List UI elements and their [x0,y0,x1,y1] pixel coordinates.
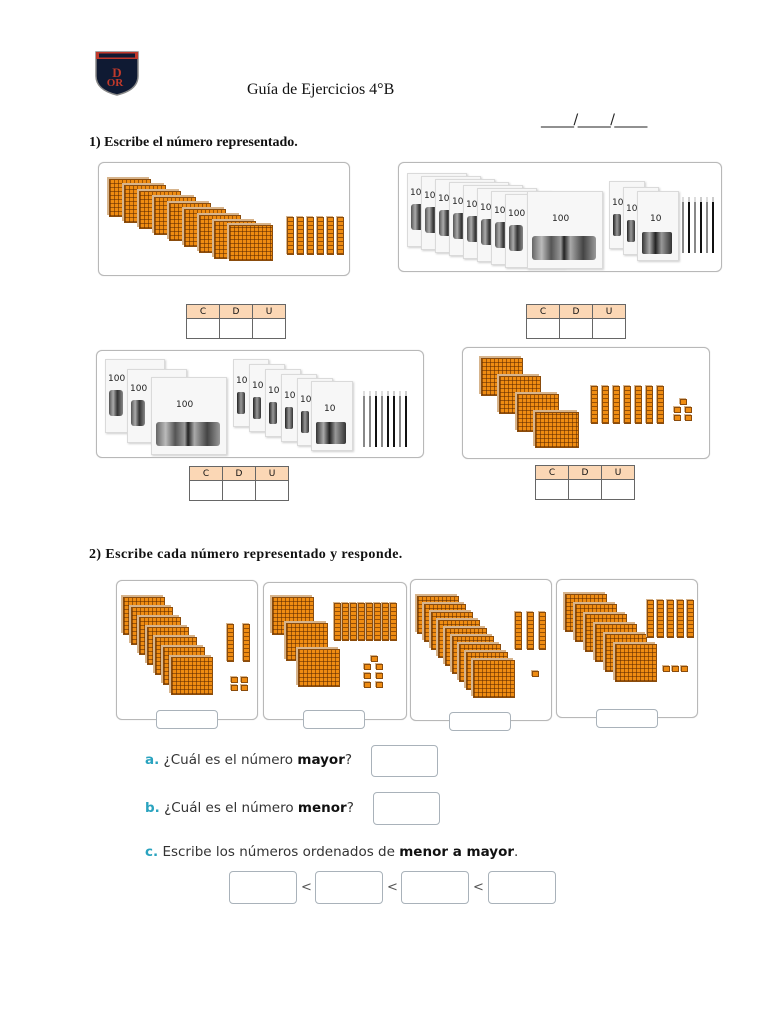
header-d: D [219,304,253,319]
question-c-text: Escribe los números ordenados de [162,844,400,860]
header-d: D [559,304,593,319]
card-1 [116,580,258,720]
question-a-end: ? [344,752,353,768]
question-b-end: ? [346,800,354,816]
date-field[interactable]: _____/_____/_____ [541,112,647,128]
header-u: U [592,304,626,319]
question-c-bold: menor a mayor [399,844,515,860]
order-box-2[interactable] [315,871,383,904]
order-box-1[interactable] [229,871,297,904]
cell-d[interactable] [559,318,593,339]
header-u: U [601,465,635,480]
cell-u[interactable] [601,479,635,500]
section-1-heading: 1) Escribe el número representado. [89,135,298,150]
cell-u[interactable] [255,480,289,501]
question-b: b. ¿Cuál es el número menor? [145,800,354,816]
header-d: D [222,466,256,481]
question-b-letter: b. [145,800,160,816]
svg-text:D: D [112,65,121,80]
question-b-text: ¿Cuál es el número [164,800,298,816]
exercise-4-image [462,347,710,459]
card-2-answer-box[interactable] [303,710,365,729]
header-c: C [526,304,560,319]
school-logo: D OR [94,50,140,96]
cell-d[interactable] [222,480,256,501]
cell-d[interactable] [568,479,602,500]
order-box-3[interactable] [401,871,469,904]
cell-d[interactable] [219,318,253,339]
less-than-symbol: < [301,880,312,895]
card-3 [410,579,552,721]
card-4 [556,579,698,718]
header-c: C [186,304,220,319]
order-box-4[interactable] [488,871,556,904]
exercise-3-image: 100 100 100 10 10 10 10 10 10 [96,350,424,458]
answer-mayor-box[interactable] [371,745,438,777]
card-1-answer-box[interactable] [156,710,218,729]
question-a-letter: a. [145,752,160,768]
question-a-bold: mayor [297,752,345,768]
question-c-end: . [514,844,519,860]
cell-c[interactable] [535,479,569,500]
exercise-2-image: 100 100 100 100 100 100 100 100 100 10 1… [398,162,722,272]
card-3-answer-box[interactable] [449,712,511,731]
less-than-symbol: < [387,880,398,895]
header-d: D [568,465,602,480]
less-than-symbol: < [473,880,484,895]
cell-c[interactable] [189,480,223,501]
header-u: U [252,304,286,319]
exercise-1-image [98,162,350,276]
question-a: a. ¿Cuál es el número mayor? [145,752,352,768]
card-2 [263,582,407,720]
question-c: c. Escribe los números ordenados de meno… [145,844,518,860]
cell-c[interactable] [186,318,220,339]
header-c: C [189,466,223,481]
question-b-bold: menor [297,800,347,816]
cell-u[interactable] [592,318,626,339]
header-u: U [255,466,289,481]
section-2-heading: 2) Escribe cada número representado y re… [89,547,403,562]
cell-u[interactable] [252,318,286,339]
card-4-answer-box[interactable] [596,709,658,728]
header-c: C [535,465,569,480]
svg-text:OR: OR [107,77,125,89]
question-a-text: ¿Cuál es el número [163,752,298,768]
page-title: Guía de Ejercicios 4°B [247,81,395,98]
answer-menor-box[interactable] [373,792,440,825]
question-c-letter: c. [145,844,159,860]
cell-c[interactable] [526,318,560,339]
